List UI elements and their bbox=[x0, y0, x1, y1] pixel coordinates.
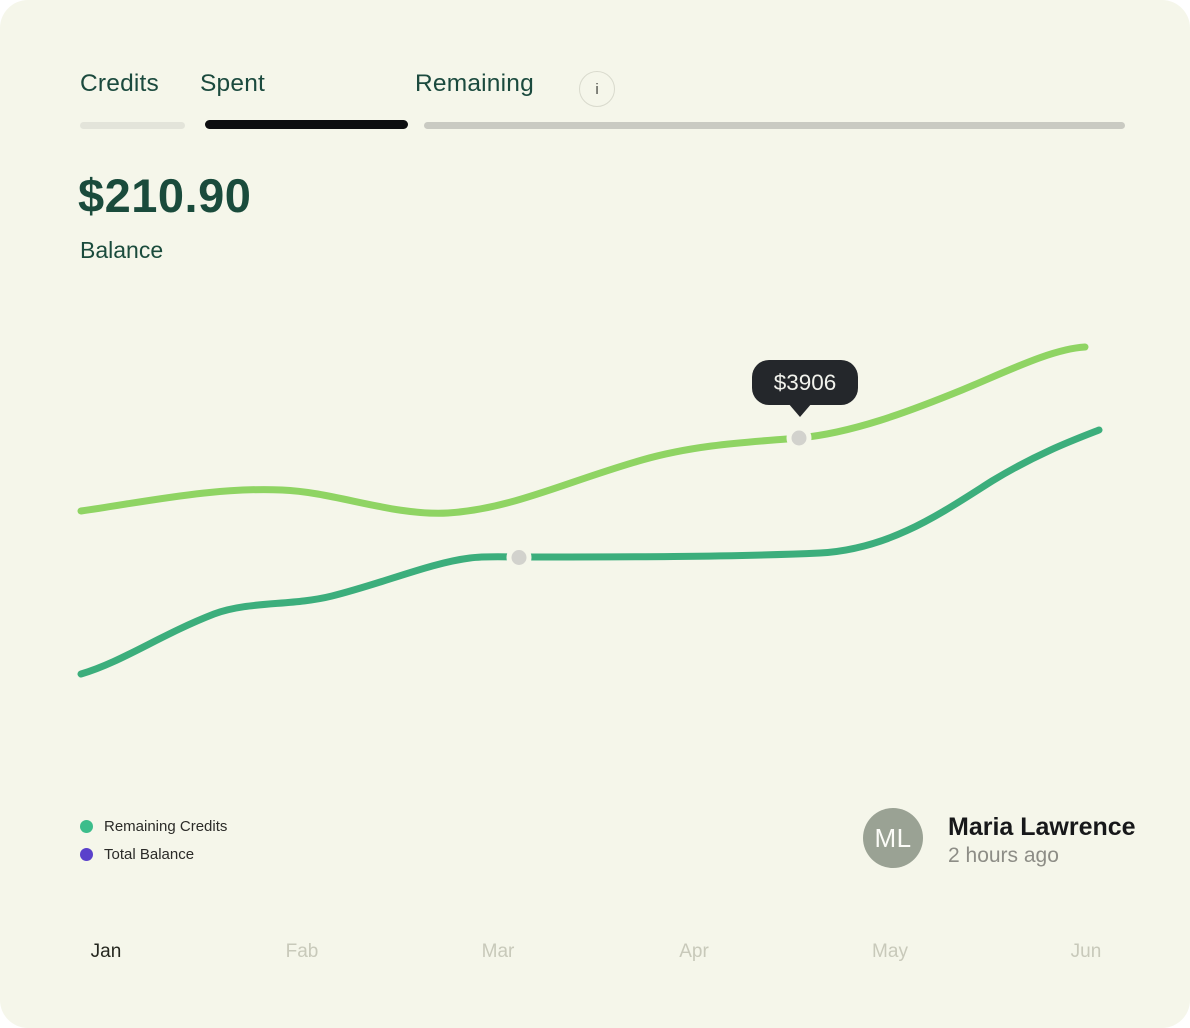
balance-label: Balance bbox=[80, 237, 164, 263]
tooltip-tail bbox=[788, 403, 812, 417]
x-axis-label-mar[interactable]: Mar bbox=[481, 941, 515, 962]
tab-underline-spent-active bbox=[205, 120, 408, 129]
tab-remaining[interactable]: Remaining bbox=[415, 70, 534, 97]
marker-dot-teal-line[interactable] bbox=[506, 545, 532, 570]
legend-dot-purple bbox=[80, 848, 93, 861]
legend-item-remaining-credits[interactable]: Remaining Credits bbox=[80, 818, 227, 835]
line-chart[interactable]: $3906 bbox=[0, 320, 1190, 720]
tab-underline-remaining bbox=[424, 122, 1125, 129]
avatar: ML bbox=[863, 808, 923, 868]
legend-dot-green bbox=[80, 820, 93, 833]
tab-spent[interactable]: Spent bbox=[200, 70, 266, 97]
info-icon[interactable]: i bbox=[579, 71, 615, 107]
user-timestamp: 2 hours ago bbox=[948, 844, 1059, 867]
tooltip-bubble bbox=[752, 360, 858, 405]
x-axis-label-fab[interactable]: Fab bbox=[285, 941, 319, 962]
chart-legend: Remaining Credits Total Balance bbox=[80, 818, 227, 874]
legend-label: Remaining Credits bbox=[104, 818, 228, 835]
total-balance-line[interactable] bbox=[77, 343, 1089, 517]
marker-dot-green-line[interactable] bbox=[786, 425, 812, 451]
balance-amount: $210.90 bbox=[78, 169, 252, 222]
user-name: Maria Lawrence bbox=[948, 813, 1136, 841]
tooltip-value: $3906 bbox=[774, 370, 837, 395]
tab-underline-credits bbox=[80, 122, 185, 129]
x-axis-label-jan[interactable]: Jan bbox=[90, 941, 122, 962]
chart-tooltip: $3906 bbox=[752, 360, 858, 417]
legend-item-total-balance[interactable]: Total Balance bbox=[80, 846, 227, 863]
tab-credits[interactable]: Credits bbox=[80, 70, 160, 97]
remaining-credits-line[interactable] bbox=[77, 426, 1103, 678]
x-axis-label-jun[interactable]: Jun bbox=[1070, 941, 1102, 962]
x-axis-label-may[interactable]: May bbox=[872, 941, 908, 962]
legend-label: Total Balance bbox=[104, 846, 195, 863]
x-axis-label-apr[interactable]: Apr bbox=[679, 941, 709, 962]
